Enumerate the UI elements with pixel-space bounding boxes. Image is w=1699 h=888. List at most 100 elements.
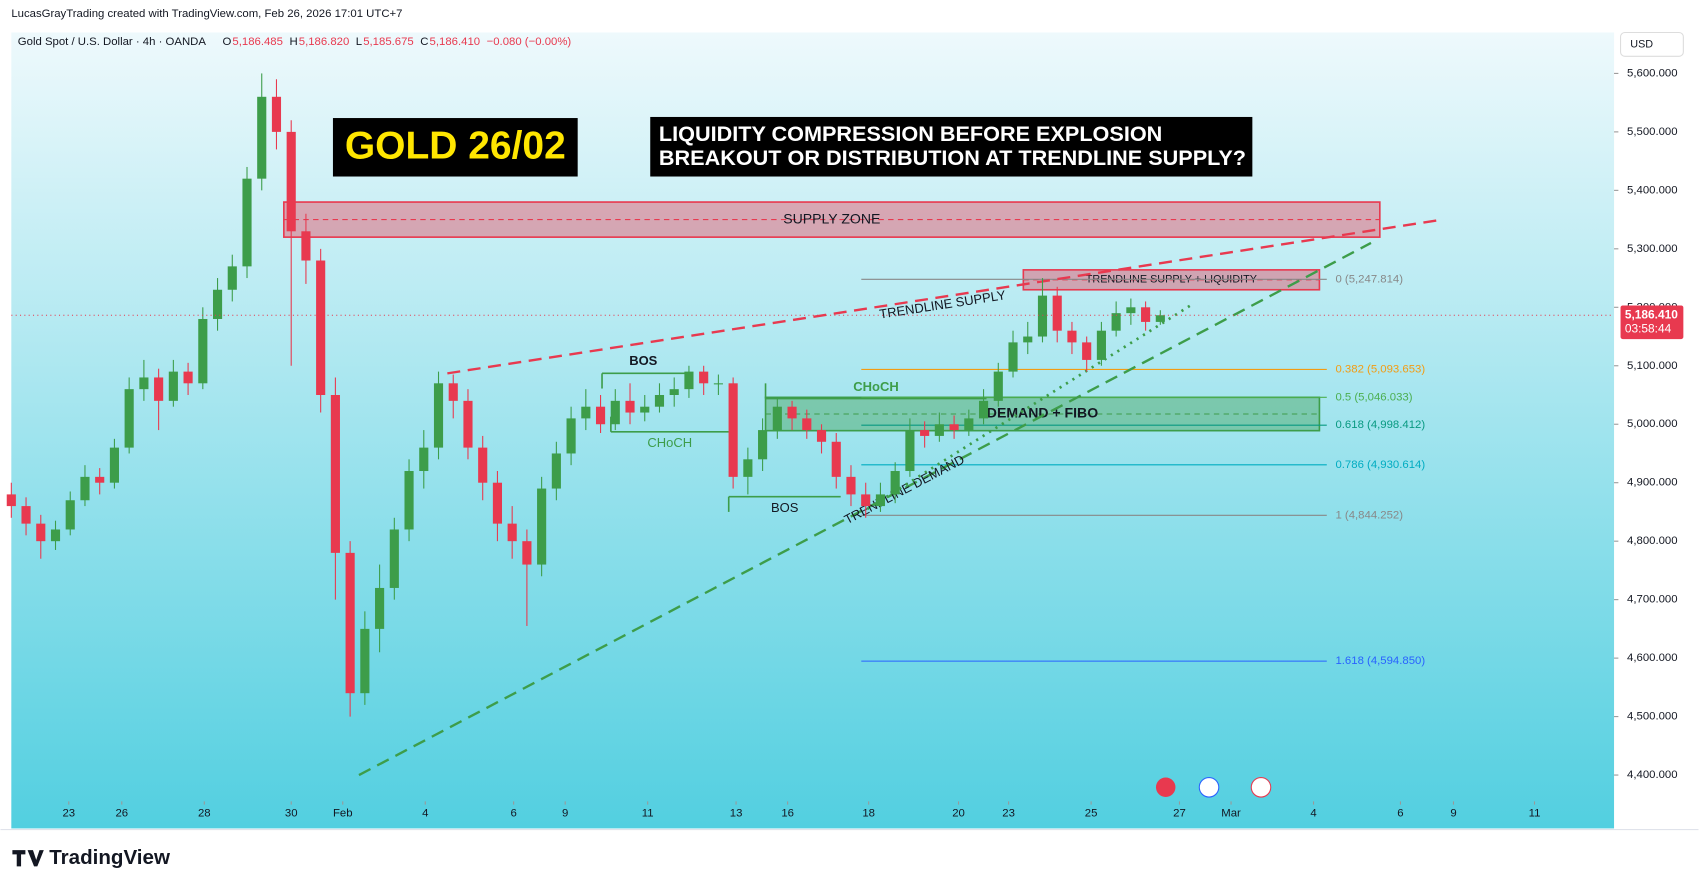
candle-body	[802, 418, 812, 431]
ohlc-value: 5,186.820	[299, 36, 350, 48]
candle-body	[846, 476, 856, 495]
candle-body	[36, 523, 46, 542]
candle-body	[934, 424, 944, 436]
candle-body	[1023, 336, 1033, 343]
candle-body	[890, 471, 900, 495]
candle-body	[1126, 307, 1136, 314]
title: GOLD 26/02	[345, 125, 566, 168]
candle-body	[286, 131, 296, 232]
candle-body	[758, 430, 768, 460]
structure-label: BOS	[771, 500, 799, 515]
trendline	[866, 303, 1192, 511]
candle-body	[831, 441, 841, 477]
x-tick-label: 9	[562, 807, 568, 819]
candle-body	[699, 371, 709, 384]
candle-body	[375, 587, 385, 629]
candle-body	[1111, 313, 1121, 331]
candle-body	[6, 494, 16, 507]
y-tick-label: 5,400.000	[1627, 184, 1678, 196]
candle-body	[330, 395, 340, 553]
y-tick-label: 5,300.000	[1627, 243, 1678, 255]
ohlc-key: H	[289, 36, 297, 48]
candle-body	[242, 178, 252, 267]
y-tick-label: 4,500.000	[1627, 711, 1678, 723]
candle-body	[978, 400, 989, 419]
event-icon[interactable]	[1198, 777, 1220, 798]
candle-body	[728, 383, 738, 477]
trendline	[358, 241, 1372, 777]
last-price-tag	[1620, 305, 1684, 340]
candle-body	[610, 400, 620, 425]
event-icon[interactable]	[1250, 777, 1272, 798]
candle-body	[389, 529, 399, 588]
subtitle: BREAKOUT OR DISTRIBUTION AT TRENDLINE SU…	[659, 145, 1246, 170]
event-icons	[1155, 777, 1272, 798]
candle-body	[920, 430, 930, 436]
candle-body	[316, 260, 326, 396]
candle-body	[95, 476, 105, 483]
candle-body	[124, 389, 134, 448]
candle-body	[227, 266, 237, 290]
x-tick-label: 25	[1085, 807, 1098, 819]
candle-body	[816, 430, 827, 442]
candle-body	[537, 488, 547, 565]
candle-body	[595, 406, 606, 425]
zone	[283, 201, 1381, 238]
x-tick-label: 6	[1397, 807, 1403, 819]
candle-body	[271, 96, 282, 132]
ohlc-value: 5,185.675	[363, 36, 414, 48]
candle-body	[419, 447, 429, 472]
x-tick-label: 18	[862, 807, 875, 819]
x-tick-label: 9	[1450, 807, 1456, 819]
candle-body	[1082, 342, 1092, 360]
currency-button[interactable]	[1620, 31, 1684, 57]
event-icon[interactable]	[1155, 777, 1176, 798]
candle-body	[566, 418, 576, 454]
candle-body	[787, 406, 797, 419]
candle-body	[949, 424, 959, 431]
y-tick-label: 4,600.000	[1627, 652, 1678, 664]
candle-body	[684, 371, 694, 390]
candle-body	[360, 628, 370, 694]
x-tick-label: 26	[115, 807, 128, 819]
candle-body	[1052, 295, 1062, 331]
y-tick-label: 5,000.000	[1627, 418, 1678, 430]
structure-label: BOS	[629, 353, 657, 368]
candle-body	[713, 383, 723, 385]
ohlc-value: 5,186.410	[430, 36, 481, 48]
fib-label: 1.618 (4,594.850)	[1335, 655, 1425, 667]
candle-body	[139, 377, 149, 390]
candle-body	[625, 400, 635, 413]
y-tick-label: 5,100.000	[1627, 360, 1678, 372]
candle-body	[404, 471, 414, 530]
x-tick-label: 11	[642, 807, 654, 819]
candle-body	[654, 395, 665, 407]
candle-body	[301, 231, 311, 261]
structure-label: CHoCH	[647, 435, 692, 450]
fib-label: 0.786 (4,930.614)	[1335, 459, 1425, 471]
candle-body	[1155, 315, 1165, 322]
candle-body	[212, 289, 223, 319]
subtitle-box	[650, 116, 1253, 177]
candle-body	[1008, 342, 1018, 372]
candle-body	[1037, 295, 1048, 337]
countdown: 03:58:44	[1625, 321, 1672, 335]
candle-body	[198, 318, 208, 384]
candle-body	[861, 494, 871, 507]
symbol: Gold Spot / U.S. Dollar · 4h · OANDA	[18, 36, 207, 48]
y-tick-label: 4,700.000	[1627, 594, 1678, 606]
fib-label: 0.5 (5,046.033)	[1335, 391, 1412, 403]
candle-body	[448, 383, 458, 401]
y-tick-label: 4,900.000	[1627, 477, 1678, 489]
candle-body	[21, 506, 31, 524]
candle-body	[507, 523, 517, 542]
trendline	[447, 218, 1439, 375]
candle-body	[257, 96, 267, 179]
fib-label: 0 (5,247.814)	[1335, 273, 1403, 285]
x-tick-label: Mar	[1221, 807, 1241, 819]
candle-body	[1141, 307, 1151, 322]
fib-label: 1 (4,844.252)	[1335, 509, 1403, 521]
candle-body	[581, 406, 591, 419]
change: −0.080 (−0.00%)	[487, 36, 572, 48]
